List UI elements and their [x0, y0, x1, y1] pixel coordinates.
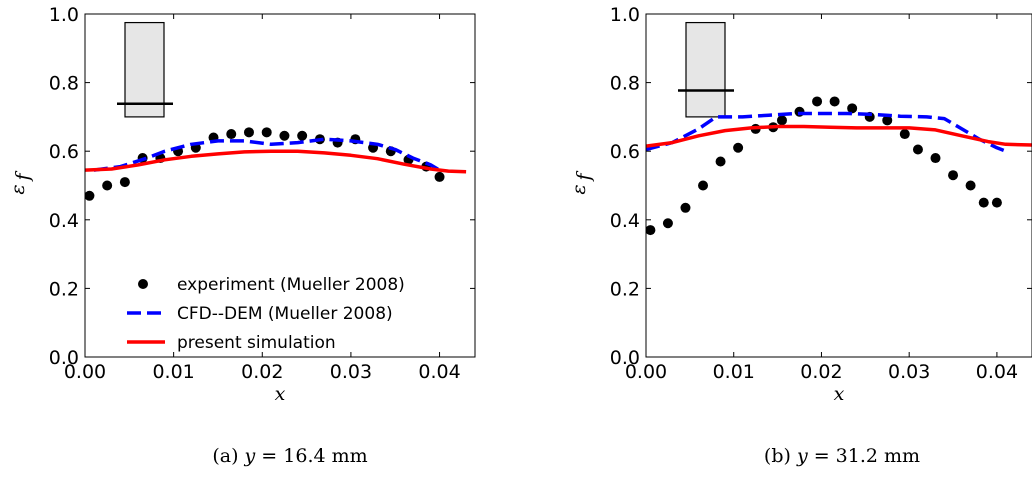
x-tick-label: 0.04 — [976, 361, 1018, 383]
series-line-present-simulation — [646, 124, 1032, 148]
y-axis-label-main: ε — [7, 184, 29, 194]
inset-bed-box — [685, 21, 726, 118]
caption-value: = 16.4 mm — [255, 445, 367, 467]
data-point — [847, 103, 858, 114]
data-point — [102, 180, 113, 191]
y-axis-label: εf — [7, 171, 34, 195]
y-tick-label: 0.6 — [49, 141, 79, 163]
data-point — [812, 96, 823, 107]
caption-prefix: (b) — [764, 445, 797, 467]
y-tick-label: 0.4 — [610, 210, 640, 232]
y-tick-label: 0.8 — [610, 73, 640, 95]
series-line-present-simulation — [85, 149, 467, 174]
data-point — [261, 127, 272, 138]
x-tick-label: 0.02 — [241, 361, 283, 383]
y-axis-label: εf — [568, 171, 595, 195]
data-point — [733, 142, 744, 153]
data-point — [991, 197, 1002, 208]
series-line-cfd-dem — [93, 137, 441, 172]
x-tick-label: 0.00 — [64, 361, 106, 383]
legend-marker-experiment — [138, 279, 148, 289]
data-point — [776, 115, 787, 126]
data-point — [899, 129, 910, 140]
data-point — [434, 171, 445, 182]
x-axis-label: x — [834, 383, 845, 405]
y-tick-label: 0.0 — [610, 347, 640, 369]
x-tick-label: 0.01 — [152, 361, 194, 383]
x-tick-label: 0.03 — [888, 361, 930, 383]
y-tick-label: 0.6 — [610, 141, 640, 163]
data-point — [930, 153, 941, 164]
data-point — [698, 180, 709, 191]
data-point — [965, 180, 976, 191]
y-axis-label-sub: f — [12, 171, 34, 183]
data-point — [948, 170, 959, 181]
data-point — [882, 115, 893, 126]
y-tick-label: 0.2 — [49, 278, 79, 300]
plot-frame — [84, 13, 476, 358]
caption-value: = 31.2 mm — [808, 445, 920, 467]
x-tick-label: 0.02 — [800, 361, 842, 383]
y-axis-label-main: ε — [568, 184, 590, 194]
legend: experiment (Mueller 2008) CFD--DEM (Muell… — [127, 275, 405, 353]
plot-area — [85, 127, 467, 201]
y-axis-label-sub: f — [573, 171, 595, 183]
x-tick-label: 0.01 — [713, 361, 755, 383]
figure-caption: (b) y = 31.2 mm — [764, 445, 920, 467]
y-tick-label: 1.0 — [49, 4, 79, 26]
x-tick-label: 0.03 — [330, 361, 372, 383]
data-point — [646, 225, 656, 236]
data-point — [978, 197, 989, 208]
x-axis-label: x — [275, 383, 286, 405]
chart-panel-b: 0.00 0.01 0.02 0.03 0.04 0.0 0.2 0.4 0.6 0.8 1.0 x ε… — [568, 4, 1032, 467]
legend-label: experiment (Mueller 2008) — [177, 275, 405, 295]
data-point — [297, 130, 308, 141]
y-tick-label: 0.4 — [49, 210, 79, 232]
chart-panel-a: 0.00 0.01 0.02 0.03 0.04 0.0 0.2 0.4 0.6 0.8 1.0 x ε… — [7, 4, 476, 467]
data-point — [662, 218, 673, 229]
x-tick-label: 0.00 — [625, 361, 667, 383]
figure-caption: (a) y = 16.4 mm — [212, 445, 367, 467]
plot-area — [646, 96, 1032, 236]
plot-frame — [645, 13, 1032, 358]
data-point — [715, 156, 726, 167]
data-point — [680, 202, 691, 213]
caption-variable: y — [796, 445, 808, 467]
legend-label: CFD--DEM (Mueller 2008) — [177, 304, 393, 324]
y-tick-label: 0.0 — [49, 347, 79, 369]
y-tick-label: 0.2 — [610, 278, 640, 300]
series-line-cfd-dem — [646, 111, 1007, 153]
data-point — [829, 96, 840, 107]
data-point — [243, 127, 254, 138]
data-point — [226, 129, 237, 140]
inset-bed-box — [124, 21, 165, 118]
data-point — [912, 144, 923, 155]
caption-variable: y — [244, 445, 256, 467]
data-point — [119, 177, 130, 188]
caption-prefix: (a) — [212, 445, 244, 467]
x-tick-label: 0.04 — [418, 361, 460, 383]
y-tick-label: 1.0 — [610, 4, 640, 26]
y-tick-label: 0.8 — [49, 73, 79, 95]
data-point — [85, 190, 95, 201]
legend-label: present simulation — [177, 333, 336, 353]
data-point — [279, 130, 290, 141]
